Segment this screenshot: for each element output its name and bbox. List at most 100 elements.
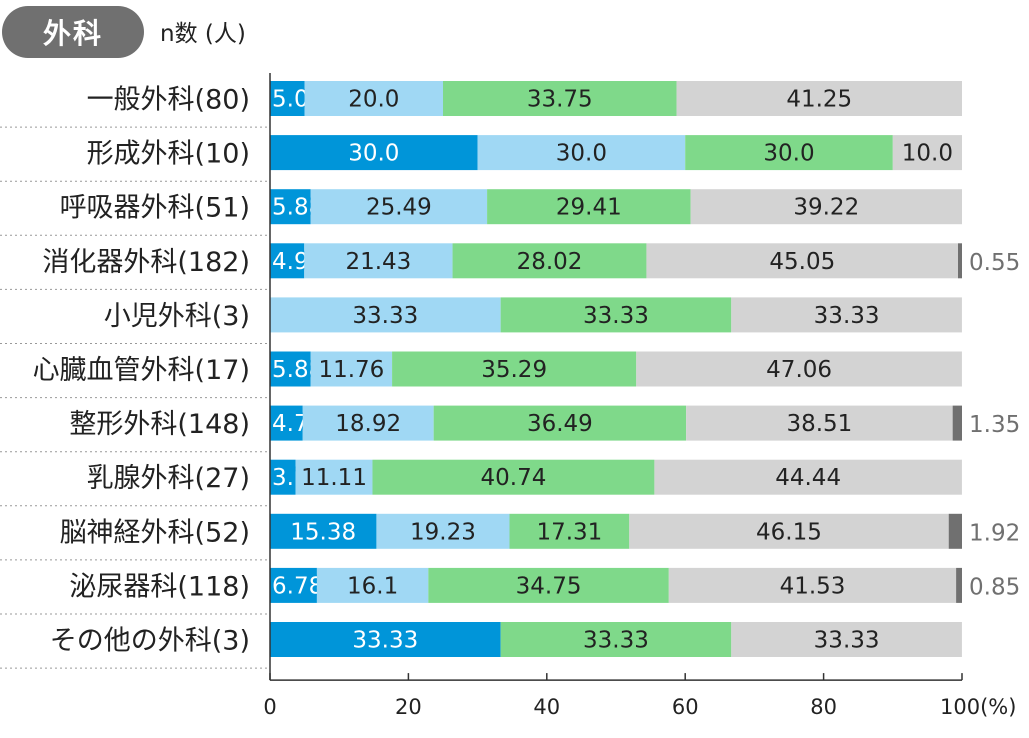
data-label: 44.44 [775, 465, 841, 491]
data-label: 33.33 [583, 303, 649, 329]
data-label: 10.0 [902, 141, 953, 167]
bar-segment [270, 81, 305, 116]
bar-segment-tail [958, 243, 962, 279]
data-label: 36.49 [527, 411, 593, 437]
data-label: 30.0 [763, 141, 814, 167]
category-label: 呼吸器外科(51) [60, 193, 250, 224]
data-label: 25.49 [366, 195, 432, 221]
category-label: 脳神経外科(52) [60, 517, 250, 548]
data-label: 34.75 [516, 573, 582, 599]
data-label: 38.51 [786, 411, 852, 437]
data-label: 33.33 [814, 303, 880, 329]
bar-segment [500, 297, 732, 333]
x-tick-label: 60 [672, 695, 699, 719]
data-label: 11.76 [318, 357, 384, 383]
bar-segment [654, 459, 962, 495]
category-label: 泌尿器科(118) [69, 571, 250, 602]
x-tick-label: 0 [263, 695, 276, 719]
data-label: 45.05 [769, 249, 835, 275]
bar-segment-tail [952, 405, 962, 441]
data-label: 17.31 [536, 519, 602, 545]
data-label: 16.1 [347, 573, 398, 599]
data-label: 33.33 [583, 628, 649, 654]
data-label: 28.02 [517, 249, 583, 275]
bar-segment [646, 243, 959, 279]
bar-segment [731, 622, 962, 657]
data-label: 21.43 [345, 249, 411, 275]
tail-label: 0.55 [969, 250, 1020, 276]
data-label: 19.23 [410, 519, 476, 545]
data-label: 11.11 [301, 465, 367, 491]
tail-label: 0.85 [969, 574, 1020, 600]
bar-segment [690, 189, 962, 225]
data-label: 40.74 [481, 465, 547, 491]
category-label: 小児外科(3) [104, 301, 250, 332]
bar-segment [636, 351, 962, 387]
data-label: 33.75 [527, 87, 593, 113]
category-label: 心臓血管外科(17) [33, 355, 250, 386]
data-label: 47.06 [766, 357, 832, 383]
bar-segment [304, 243, 453, 279]
data-label: 30.0 [556, 141, 607, 167]
bar-segment [500, 622, 732, 657]
x-tick-label: 100(%) [940, 695, 1016, 719]
data-label: 33.33 [814, 628, 880, 654]
data-label: 30.0 [348, 141, 399, 167]
category-label: 一般外科(80) [87, 85, 250, 116]
bar-segment [731, 297, 962, 333]
bar-segment [376, 513, 510, 549]
data-label: 18.92 [335, 411, 401, 437]
bar-segment [428, 567, 669, 603]
bar-segment [392, 351, 637, 387]
category-tag: 外科 [2, 6, 144, 58]
bar-segment [892, 135, 962, 171]
bar-segment [302, 405, 434, 441]
data-label: 5.0 [272, 87, 309, 113]
bar-segment-tail [956, 567, 962, 603]
bar-segment [685, 135, 893, 171]
bar-segment [372, 459, 655, 495]
bar-segment [310, 189, 488, 225]
bar-segment [270, 622, 501, 657]
category-label: 整形外科(148) [69, 409, 250, 440]
bar-segment [477, 135, 686, 171]
bar-segment [270, 513, 377, 549]
bar-segment [270, 459, 296, 495]
bar-segment [270, 405, 303, 441]
category-label: 形成外科(10) [87, 139, 250, 170]
data-label: 41.25 [786, 87, 852, 113]
data-label: 33.33 [352, 303, 418, 329]
bar-segment [487, 189, 691, 225]
bar-segment [686, 405, 953, 441]
x-tick-label: 80 [810, 695, 837, 719]
n-count-label: n数 (人) [160, 21, 246, 47]
bar-segment [443, 81, 677, 116]
category-label: その他の外科(3) [50, 626, 250, 657]
tail-label: 1.92 [969, 520, 1020, 546]
bar-segment [310, 351, 393, 387]
bar-segment [304, 81, 443, 116]
tail-label: 1.35 [969, 412, 1020, 438]
category-label: 乳腺外科(27) [87, 463, 250, 494]
data-label: 15.38 [290, 519, 356, 545]
x-tick-label: 20 [395, 695, 422, 719]
bar-segment [270, 567, 317, 603]
category-label: 消化器外科(182) [42, 247, 250, 278]
bar-segment [629, 513, 949, 549]
data-label: 29.41 [556, 195, 622, 221]
bar-segment [270, 351, 311, 387]
bar-segment [316, 567, 429, 603]
bar-segment [509, 513, 630, 549]
data-label: 20.0 [348, 87, 399, 113]
data-label: 6.78 [272, 573, 323, 599]
data-label: 35.29 [481, 357, 547, 383]
bar-segment [270, 135, 478, 171]
bar-segment-tail [948, 513, 962, 549]
bar-segment [668, 567, 957, 603]
bar-segment [270, 243, 305, 279]
data-label: 39.22 [793, 195, 859, 221]
data-label: 41.53 [780, 573, 846, 599]
data-label: 33.33 [352, 628, 418, 654]
x-tick-label: 40 [533, 695, 560, 719]
